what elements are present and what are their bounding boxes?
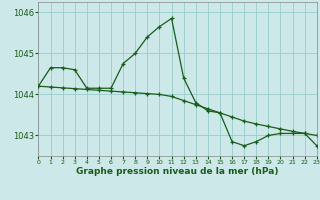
X-axis label: Graphe pression niveau de la mer (hPa): Graphe pression niveau de la mer (hPa) xyxy=(76,167,279,176)
